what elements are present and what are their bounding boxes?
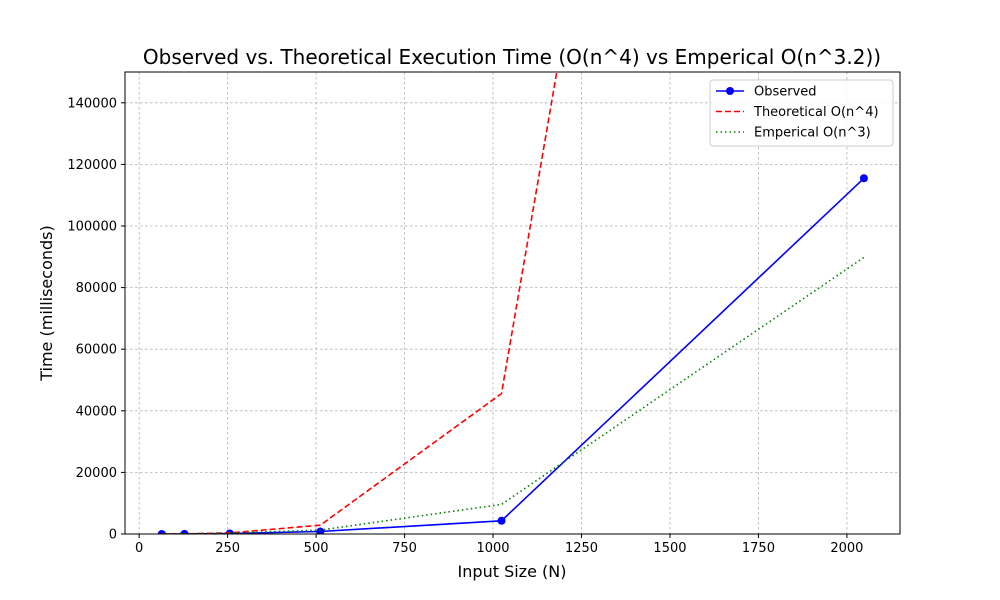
x-tick-label: 750 (392, 541, 417, 556)
y-tick-label: 0 (109, 528, 117, 543)
data-point-observed (497, 516, 506, 525)
y-axis: 0 20000 40000 60000 80000 100000 120000 140000 (67, 96, 125, 543)
chart-title: Observed vs. Theoretical Execution Time … (143, 45, 881, 69)
y-tick-label: 100000 (67, 220, 117, 235)
y-tick-label: 80000 (76, 281, 117, 296)
legend-box (709, 79, 894, 147)
legend-label: Observed (754, 85, 817, 100)
legend: Observed Theoretical O(n^4) Emperical O(n^… (709, 79, 894, 147)
data-point-observed (157, 529, 166, 534)
legend-label: Emperical O(n^3) (754, 126, 871, 141)
y-tick-label: 60000 (76, 343, 117, 358)
legend-marker (726, 87, 734, 95)
data-point-observed (859, 174, 868, 183)
data-point-observed (180, 529, 189, 534)
x-tick-label: 2000 (830, 541, 863, 556)
y-tick-label: 140000 (67, 96, 117, 111)
x-tick-label: 1750 (742, 541, 775, 556)
x-axis-label: Input Size (N) (458, 562, 567, 581)
x-axis: 0 250 500 750 1000 1250 1500 1750 2000 (135, 534, 863, 556)
y-tick-label: 20000 (76, 466, 117, 481)
x-tick-label: 1000 (476, 541, 509, 556)
x-tick-label: 0 (135, 541, 143, 556)
y-tick-label: 40000 (76, 404, 117, 419)
y-tick-label: 120000 (67, 158, 117, 173)
plot-frame (124, 71, 901, 535)
x-tick-label: 1250 (565, 541, 598, 556)
x-tick-label: 1500 (653, 541, 686, 556)
legend-label: Theoretical O(n^4) (753, 105, 879, 120)
x-tick-label: 250 (215, 541, 240, 556)
x-tick-label: 500 (304, 541, 329, 556)
y-axis-label: Time (milliseconds) (37, 225, 56, 382)
